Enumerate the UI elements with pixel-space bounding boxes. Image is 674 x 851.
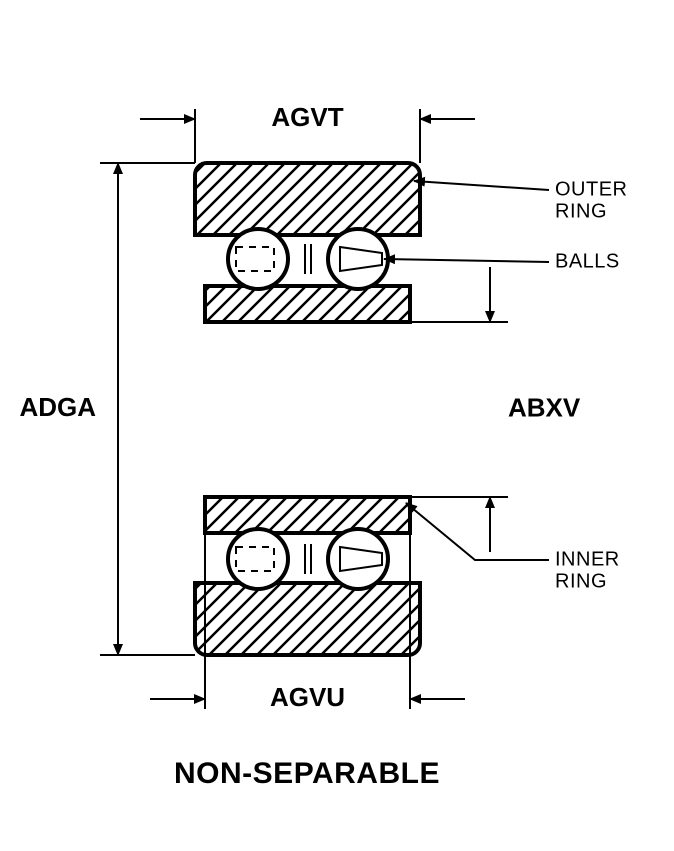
callout-inner-ring-text-0: INNER [555,548,620,570]
ball-top-0 [228,229,288,289]
bearing-diagram: ADGAAGVTAGVUABXVOUTERRINGBALLSINNERRINGN… [0,0,674,851]
inner-ring-bottom [205,497,410,533]
callout-balls-leader [384,259,549,262]
inner-ring-top [205,286,410,322]
dim-agvu-label: AGVU [270,682,345,712]
ball-top-1 [328,229,388,289]
dim-abxv-label: ABXV [508,392,581,422]
outer-ring-top [195,163,420,235]
callout-inner-ring-text-1: RING [555,570,607,592]
callout-outer-ring-leader [414,181,549,190]
cage-bot [298,544,318,574]
callout-balls-text-0: BALLS [555,250,620,272]
dim-agvt-label: AGVT [271,102,343,132]
diagram-title: NON-SEPARABLE [174,757,440,790]
dim-adga-label: ADGA [19,392,96,422]
ball-bot-0 [228,529,288,589]
callout-inner-ring-leader [406,503,549,560]
outer-ring-bottom [195,583,420,655]
callout-outer-ring-text-0: OUTER [555,178,628,200]
cage-top [298,244,318,274]
callout-outer-ring-text-1: RING [555,200,607,222]
ball-bot-1 [328,529,388,589]
